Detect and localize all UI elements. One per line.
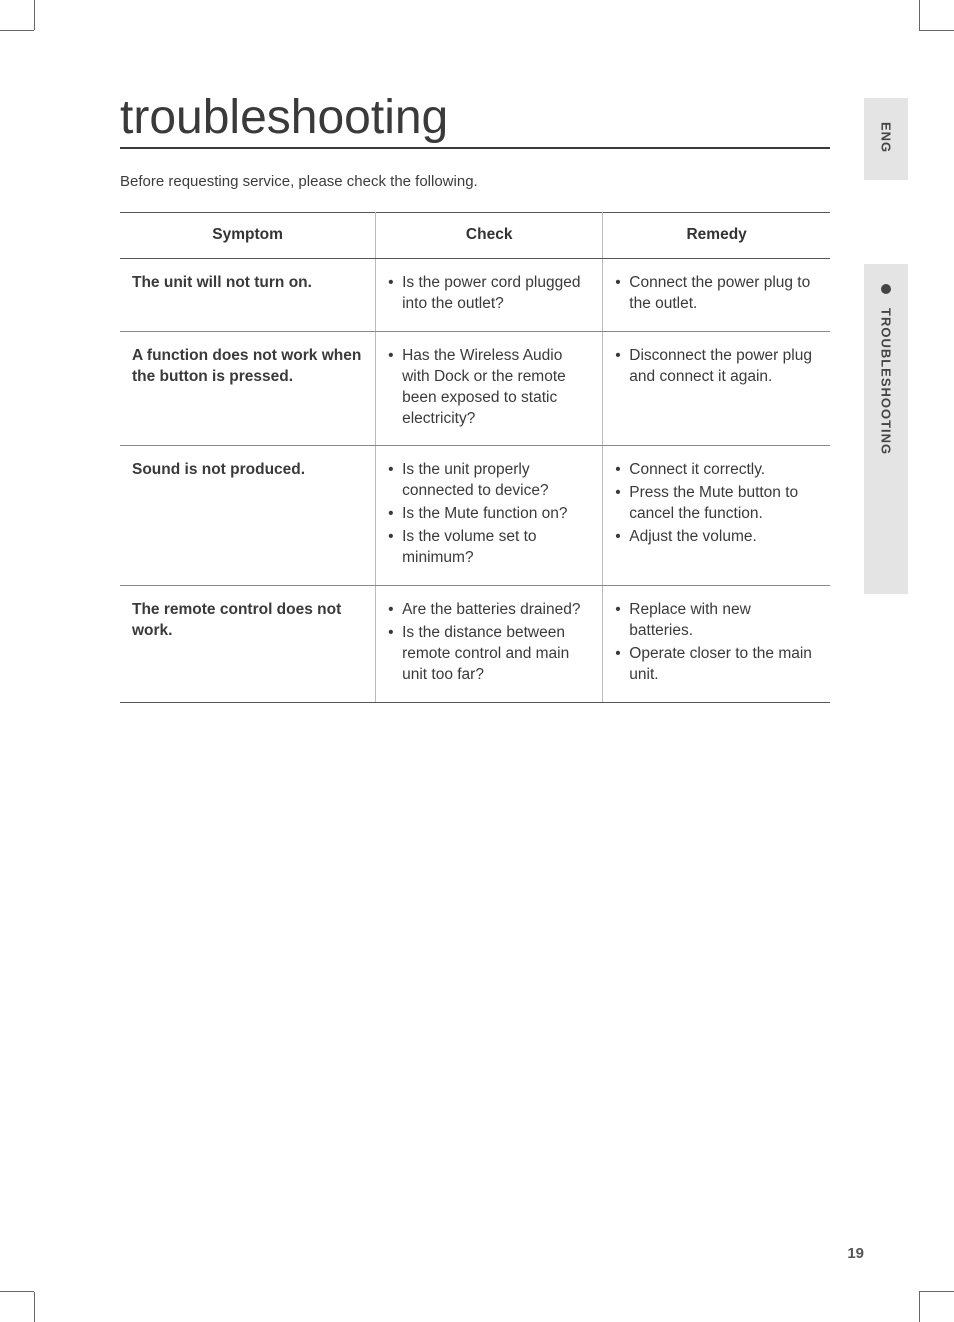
- remedy-item: Press the Mute button to cancel the func…: [615, 483, 818, 525]
- page-title: troubleshooting: [120, 90, 830, 149]
- remedy-list: Replace with new batteries.Operate close…: [615, 600, 818, 686]
- crop-mark: [0, 1291, 34, 1292]
- remedy-list: Connect the power plug to the outlet.: [615, 273, 818, 315]
- remedy-list: Disconnect the power plug and connect it…: [615, 346, 818, 388]
- check-item: Is the Mute function on?: [388, 504, 590, 525]
- cell-symptom: A function does not work when the button…: [120, 331, 376, 446]
- check-item: Is the power cord plugged into the outle…: [388, 273, 590, 315]
- table-row: The unit will not turn on. Is the power c…: [120, 258, 830, 331]
- side-tab-section: TROUBLESHOOTING: [864, 264, 908, 594]
- remedy-list: Connect it correctly.Press the Mute butt…: [615, 460, 818, 548]
- remedy-item: Connect it correctly.: [615, 460, 818, 481]
- crop-mark: [0, 30, 34, 31]
- crop-mark: [919, 1292, 920, 1322]
- check-list: Are the batteries drained?Is the distanc…: [388, 600, 590, 686]
- content-region: troubleshooting Before requesting servic…: [120, 90, 830, 703]
- bullet-icon: [881, 284, 891, 294]
- cell-check: Are the batteries drained?Is the distanc…: [376, 586, 603, 703]
- crop-mark: [919, 0, 920, 30]
- side-tab-language: ENG: [864, 98, 908, 180]
- crop-mark: [34, 0, 35, 30]
- check-item: Is the distance between remote control a…: [388, 623, 590, 686]
- remedy-item: Operate closer to the main unit.: [615, 644, 818, 686]
- col-header-remedy: Remedy: [603, 213, 830, 259]
- table-row: The remote control does not work.Are the…: [120, 586, 830, 703]
- manual-page: ENG TROUBLESHOOTING troubleshooting Befo…: [0, 0, 954, 1322]
- cell-remedy: Connect the power plug to the outlet.: [603, 258, 830, 331]
- remedy-item: Disconnect the power plug and connect it…: [615, 346, 818, 388]
- intro-text: Before requesting service, please check …: [120, 173, 830, 190]
- remedy-item: Connect the power plug to the outlet.: [615, 273, 818, 315]
- crop-mark: [919, 30, 954, 31]
- cell-symptom: The unit will not turn on.: [120, 258, 376, 331]
- cell-remedy: Connect it correctly.Press the Mute butt…: [603, 446, 830, 586]
- check-list: Is the unit properly connected to device…: [388, 460, 590, 569]
- cell-remedy: Disconnect the power plug and connect it…: [603, 331, 830, 446]
- side-tab-language-label: ENG: [879, 122, 894, 153]
- crop-mark: [919, 1291, 954, 1292]
- remedy-item: Replace with new batteries.: [615, 600, 818, 642]
- table-header-row: Symptom Check Remedy: [120, 213, 830, 259]
- cell-check: Is the power cord plugged into the outle…: [376, 258, 603, 331]
- check-item: Are the batteries drained?: [388, 600, 590, 621]
- table-row: A function does not work when the button…: [120, 331, 830, 446]
- cell-symptom: The remote control does not work.: [120, 586, 376, 703]
- cell-check: Has the Wireless Audio with Dock or the …: [376, 331, 603, 446]
- check-list: Is the power cord plugged into the outle…: [388, 273, 590, 315]
- cell-symptom: Sound is not produced.: [120, 446, 376, 586]
- check-item: Has the Wireless Audio with Dock or the …: [388, 346, 590, 430]
- check-list: Has the Wireless Audio with Dock or the …: [388, 346, 590, 430]
- col-header-symptom: Symptom: [120, 213, 376, 259]
- side-tab-section-label: TROUBLESHOOTING: [879, 308, 894, 455]
- remedy-item: Adjust the volume.: [615, 527, 818, 548]
- page-number: 19: [847, 1245, 864, 1262]
- check-item: Is the volume set to minimum?: [388, 527, 590, 569]
- cell-remedy: Replace with new batteries.Operate close…: [603, 586, 830, 703]
- crop-mark: [34, 1292, 35, 1322]
- check-item: Is the unit properly connected to device…: [388, 460, 590, 502]
- cell-check: Is the unit properly connected to device…: [376, 446, 603, 586]
- troubleshooting-table: Symptom Check Remedy The unit will not t…: [120, 212, 830, 703]
- col-header-check: Check: [376, 213, 603, 259]
- table-row: Sound is not produced. Is the unit proper…: [120, 446, 830, 586]
- table-body: The unit will not turn on. Is the power c…: [120, 258, 830, 702]
